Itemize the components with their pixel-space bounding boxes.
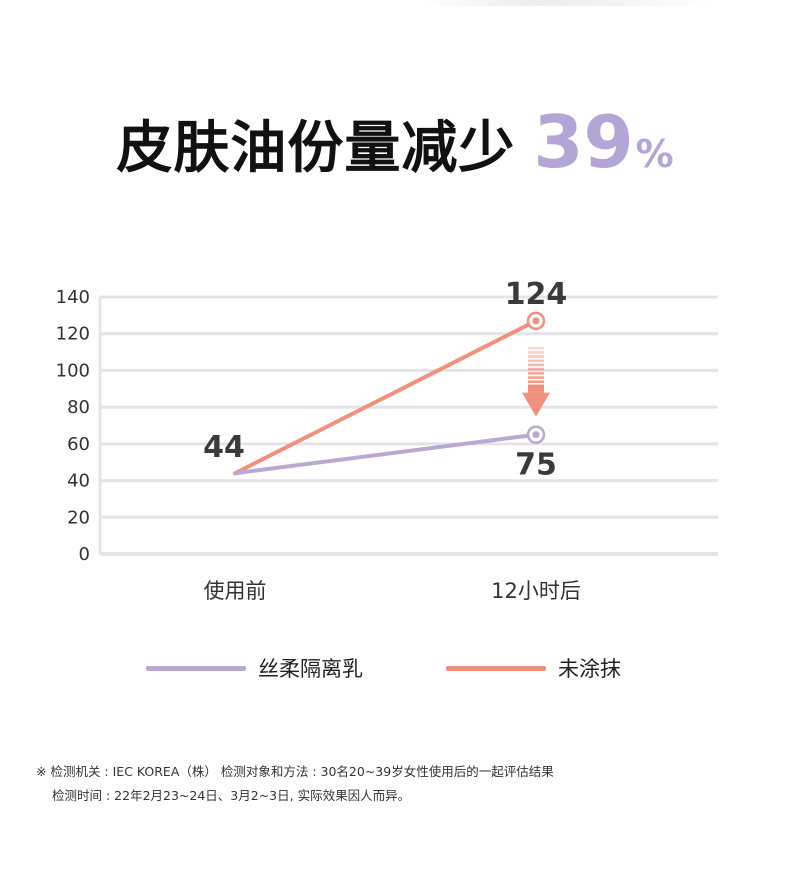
x-axis-labels: 使用前 12小时后	[204, 579, 581, 603]
reduction-arrow	[522, 346, 550, 417]
headline: 皮肤油份量减少 39 %	[0, 100, 790, 190]
arrow-head	[522, 392, 550, 417]
y-tick-label: 20	[67, 507, 90, 528]
legend-label-product: 丝柔隔离乳	[258, 657, 363, 681]
legend: 丝柔隔离乳 未涂抹	[0, 650, 790, 686]
series-line	[233, 318, 538, 476]
data-point-dot	[532, 317, 540, 325]
y-tick-label: 100	[56, 360, 90, 381]
footnote-line-2: 检测时间 : 22年2月23~24日、3月2~3日, 实际效果因人而异。	[52, 788, 411, 803]
data-label-start: 44	[203, 430, 245, 465]
arrow-stripe	[528, 351, 544, 354]
legend-swatch-product	[146, 665, 246, 671]
arrow-stripe	[528, 346, 544, 350]
y-tick-label: 0	[79, 544, 90, 565]
legend-item-product: 丝柔隔离乳	[146, 650, 363, 686]
arrow-stripe	[528, 376, 544, 379]
data-point-dot	[532, 431, 540, 439]
x-tick-label: 12小时后	[491, 579, 581, 603]
arrow-stripe	[528, 359, 544, 363]
legend-item-control: 未涂抹	[446, 650, 621, 686]
y-tick-label: 140	[56, 287, 90, 308]
y-axis-ticks: 0 20 40 60 80 100 120 140	[56, 287, 90, 565]
top-decor-line	[420, 0, 720, 6]
series-line	[233, 432, 538, 476]
data-labels: 44 124 75	[203, 277, 567, 483]
data-label-control-end: 124	[505, 277, 568, 312]
series-layer	[233, 311, 546, 476]
grid-layer	[98, 295, 718, 556]
headline-percent-number: 39	[533, 100, 634, 184]
headline-percent-sign: %	[635, 132, 674, 176]
legend-label-control: 未涂抹	[558, 657, 621, 681]
arrow-stripe	[528, 355, 544, 358]
x-tick-label: 使用前	[204, 579, 267, 603]
y-tick-label: 40	[67, 471, 90, 492]
y-tick-label: 60	[67, 434, 90, 455]
arrow-stripe	[528, 367, 544, 371]
headline-text: 皮肤油份量减少	[116, 116, 516, 181]
data-label-product-end: 75	[515, 448, 557, 483]
line-chart: 0 20 40 60 80 100 120 140 使用前 12小时后 44 124 75	[56, 277, 718, 603]
y-tick-label: 80	[67, 397, 90, 418]
arrow-stripe	[528, 363, 544, 367]
footnote: ※ 检测机关 : IEC KOREA（株） 检测对象和方法 : 30名20~39…	[36, 760, 766, 808]
arrow-shaft	[528, 384, 544, 393]
footnote-line-1: ※ 检测机关 : IEC KOREA（株） 检测对象和方法 : 30名20~39…	[36, 764, 554, 779]
legend-swatch-control	[446, 665, 546, 671]
y-tick-label: 120	[56, 324, 90, 345]
arrow-stripe	[528, 380, 544, 384]
arrow-stripe	[528, 372, 544, 375]
